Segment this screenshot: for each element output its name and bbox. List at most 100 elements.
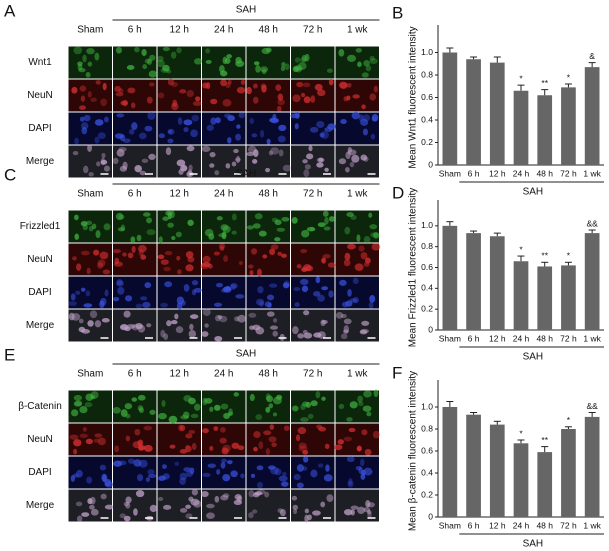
- significance: **: [541, 78, 548, 88]
- cell: [233, 392, 240, 397]
- cell: [348, 427, 356, 433]
- cell: [179, 508, 188, 513]
- cell: [305, 153, 314, 160]
- cell: [101, 318, 110, 323]
- significance: *: [519, 244, 523, 254]
- cell: [283, 425, 290, 431]
- cell: [220, 70, 228, 77]
- cell: [371, 114, 379, 122]
- cell: [361, 429, 368, 436]
- cell: [72, 256, 77, 261]
- cell: [296, 482, 304, 489]
- cell: [97, 259, 106, 267]
- cell: [144, 125, 153, 132]
- significance: &: [589, 51, 595, 61]
- cell: [201, 145, 211, 152]
- cell: [249, 117, 255, 125]
- cell: [364, 448, 372, 456]
- cell: [131, 397, 138, 402]
- cell: [171, 235, 176, 241]
- cell: [162, 464, 167, 469]
- cell: [95, 230, 101, 239]
- cell: [317, 294, 325, 302]
- column-label: Sham: [77, 369, 103, 380]
- cell: [230, 283, 236, 291]
- cell: [74, 137, 79, 145]
- column-label: 24 h: [214, 369, 233, 380]
- cell: [316, 424, 323, 429]
- cell: [134, 428, 141, 436]
- cell: [217, 315, 223, 320]
- significance: **: [541, 435, 548, 445]
- cell: [79, 433, 88, 439]
- x-tick-label: 12 h: [489, 333, 506, 343]
- cell: [246, 225, 254, 230]
- cell: [312, 510, 321, 516]
- row-label: DAPI: [28, 467, 51, 478]
- cell: [75, 501, 83, 507]
- micrograph: [335, 489, 379, 522]
- cell: [77, 61, 83, 67]
- row-label: NeuN: [27, 90, 53, 101]
- significance: *: [519, 73, 523, 83]
- cell: [270, 244, 279, 250]
- micrograph: [157, 423, 201, 456]
- cell: [149, 54, 156, 61]
- micrograph: [157, 112, 201, 145]
- cell: [278, 149, 284, 157]
- cell: [210, 117, 217, 125]
- y-tick-label: 0.6: [421, 445, 433, 455]
- panel-letter: E: [4, 345, 15, 364]
- cell: [303, 96, 311, 104]
- cell: [277, 105, 282, 112]
- cell: [313, 332, 322, 338]
- cell: [89, 496, 96, 505]
- cell: [356, 234, 361, 243]
- cell: [320, 501, 326, 508]
- significance: *: [519, 428, 523, 438]
- cell: [343, 508, 353, 516]
- cell: [176, 255, 181, 261]
- cell: [179, 424, 186, 431]
- cell: [221, 231, 227, 240]
- x-tick-label: 24 h: [513, 168, 530, 178]
- cell: [282, 471, 287, 476]
- cell: [300, 417, 309, 422]
- group-label: SAH: [236, 169, 257, 180]
- cell: [363, 236, 371, 244]
- cell: [248, 512, 254, 519]
- cell: [221, 458, 227, 463]
- cell: [327, 262, 336, 268]
- cell: [191, 488, 199, 496]
- cell: [157, 254, 165, 260]
- cell: [120, 409, 128, 418]
- cell: [310, 400, 318, 407]
- cell: [278, 475, 288, 482]
- cell: [226, 54, 233, 59]
- cell: [230, 283, 238, 289]
- cell: [136, 234, 142, 242]
- cell: [270, 117, 280, 124]
- cell: [148, 82, 155, 87]
- cell: [361, 104, 366, 110]
- cell: [222, 473, 231, 482]
- cell: [257, 268, 262, 277]
- significance: *: [567, 251, 571, 261]
- cell: [190, 129, 198, 138]
- cell: [218, 233, 227, 238]
- cell: [321, 257, 326, 263]
- cell: [340, 82, 349, 89]
- cell: [207, 463, 217, 469]
- cell: [363, 262, 370, 267]
- cell: [265, 393, 271, 401]
- y-tick-label: 0.4: [421, 467, 433, 477]
- cell: [253, 149, 259, 158]
- cell: [227, 115, 235, 122]
- cell: [191, 114, 200, 122]
- micrograph: [157, 456, 201, 489]
- cell: [84, 402, 93, 408]
- cell: [357, 506, 366, 515]
- cell: [292, 504, 299, 510]
- group-label: SAH: [523, 352, 544, 363]
- cell: [185, 504, 191, 509]
